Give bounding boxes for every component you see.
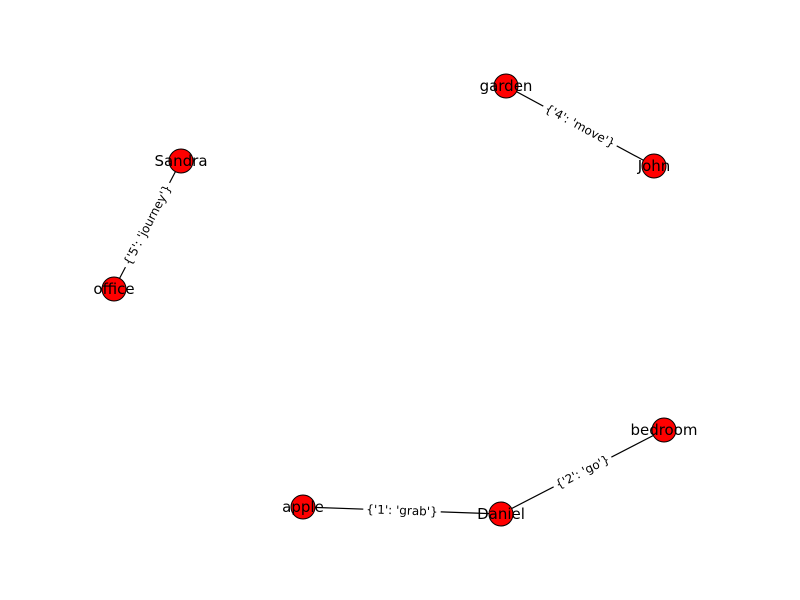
node-apple (290, 494, 316, 520)
edge-label-bedroom-daniel: {'2': 'go'} (549, 450, 616, 494)
edges-layer (113, 85, 665, 515)
node-labels-layer: garden John Sandra office bedroom Daniel apple (93, 77, 697, 523)
node-label-office: office (93, 280, 134, 298)
node-john (641, 153, 667, 179)
node-label-daniel: Daniel (477, 505, 525, 523)
node-garden (493, 73, 519, 99)
edge-label-apple-daniel: {'1': 'grab'} (362, 501, 442, 520)
edge-label-background (539, 99, 621, 153)
node-label-bedroom: bedroom (630, 421, 697, 439)
edge-label-text: {'4': 'move'} (543, 101, 618, 150)
nodes-layer (101, 73, 677, 527)
node-label-apple: apple (282, 498, 324, 516)
edge-label-text: {'5': 'journey'} (121, 182, 175, 267)
edge-label-background (549, 450, 616, 494)
node-label-john: John (637, 157, 671, 175)
node-bedroom (651, 417, 677, 443)
edge-label-sandra-office: {'5': 'journey'} (118, 179, 177, 271)
node-label-sandra: Sandra (154, 152, 207, 170)
edge-label-background (362, 501, 442, 520)
edge-label-text: {'1': 'grab'} (366, 502, 438, 519)
node-label-garden: garden (480, 77, 533, 95)
edge-label-background (118, 179, 177, 271)
node-office (101, 276, 127, 302)
node-sandra (168, 148, 194, 174)
node-daniel (488, 501, 514, 527)
edge-label-text: {'2': 'go'} (553, 452, 612, 491)
edge-label-garden-john: {'4': 'move'} (539, 99, 621, 153)
